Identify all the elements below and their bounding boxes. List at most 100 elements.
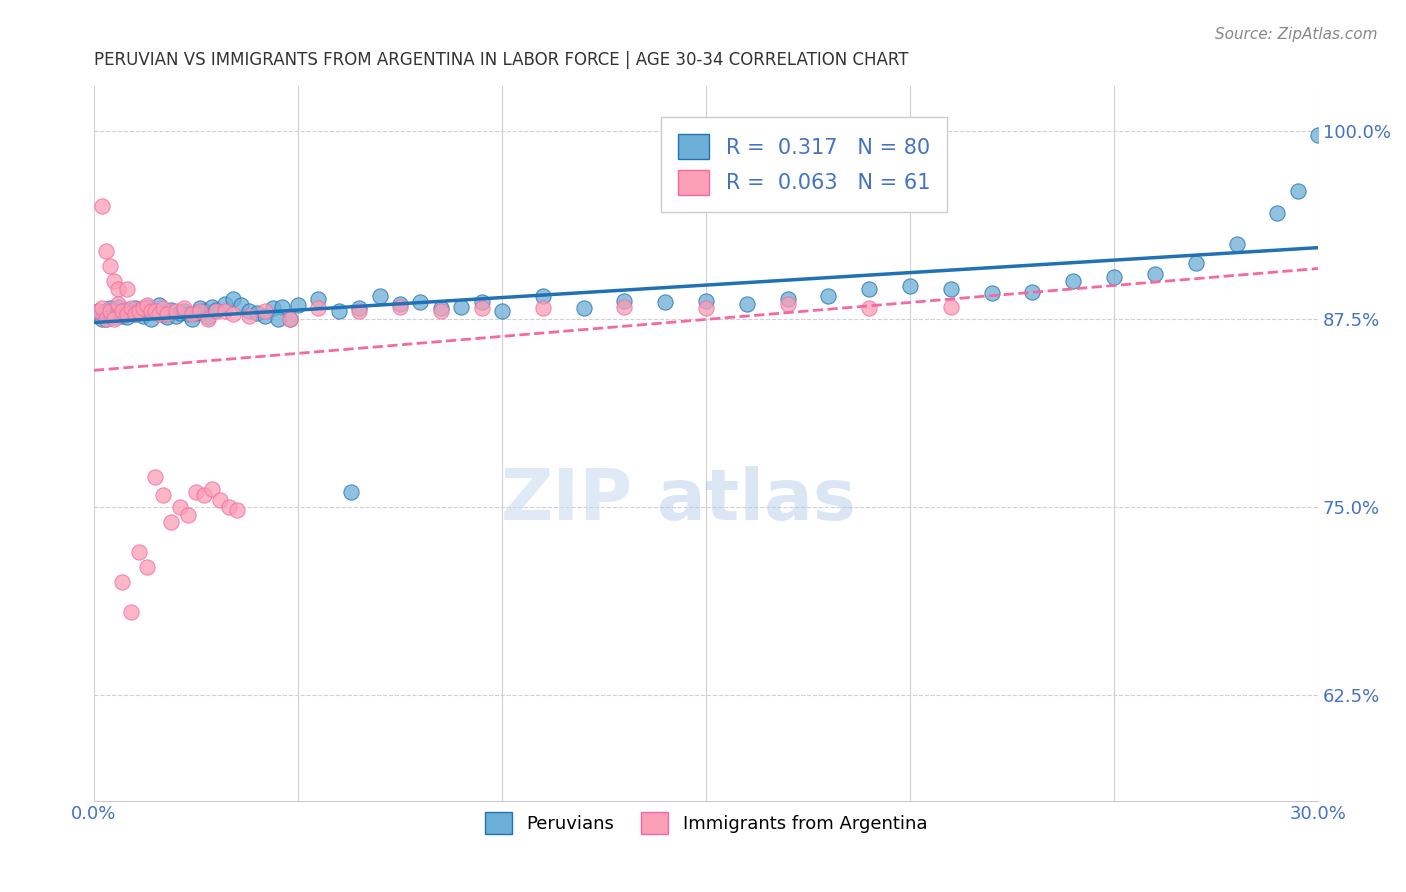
Point [613, 293, 636, 308]
Point [91, 199, 114, 213]
Point [169, 500, 191, 514]
Point [340, 485, 363, 500]
Point [169, 306, 191, 320]
Point [160, 515, 183, 529]
Point [221, 293, 243, 307]
Point [177, 508, 200, 522]
Point [103, 310, 125, 325]
Point [201, 300, 224, 314]
Point [695, 293, 717, 308]
Point [184, 306, 207, 320]
Point [858, 282, 880, 296]
Point [214, 297, 236, 311]
Point [266, 311, 288, 326]
Point [111, 575, 134, 590]
Point [128, 545, 150, 559]
Point [120, 301, 142, 316]
Point [347, 301, 370, 316]
Point [115, 302, 138, 317]
Point [776, 293, 799, 307]
Point [107, 300, 129, 314]
Text: atlas: atlas [657, 466, 856, 535]
Point [96, 311, 118, 326]
Point [254, 304, 277, 318]
Point [1286, 184, 1309, 198]
Point [132, 301, 155, 316]
Point [148, 307, 170, 321]
Point [98, 307, 121, 321]
Point [87, 304, 110, 318]
Point [143, 304, 166, 318]
Point [1265, 206, 1288, 220]
Point [695, 301, 717, 316]
Point [120, 606, 142, 620]
Point [188, 304, 211, 318]
Point [197, 311, 219, 326]
Point [173, 301, 195, 316]
Point [91, 311, 114, 326]
Point [193, 488, 215, 502]
Point [1102, 269, 1125, 284]
Point [115, 310, 138, 325]
Point [1021, 285, 1043, 299]
Point [128, 304, 150, 318]
Point [139, 304, 162, 318]
Point [409, 295, 432, 310]
Point [184, 485, 207, 500]
Point [471, 301, 494, 316]
Point [96, 244, 118, 259]
Point [139, 311, 162, 326]
Point [270, 300, 292, 314]
Point [939, 282, 962, 296]
Point [388, 297, 411, 311]
Point [238, 309, 260, 323]
Point [103, 274, 125, 288]
Point [165, 309, 187, 323]
Point [136, 300, 159, 314]
Point [156, 307, 179, 321]
Point [817, 289, 839, 303]
Point [156, 310, 179, 325]
Point [572, 301, 595, 316]
Point [136, 560, 159, 574]
Point [201, 482, 224, 496]
Point [177, 307, 200, 321]
Point [776, 297, 799, 311]
Point [654, 295, 676, 310]
Point [180, 307, 202, 321]
Point [225, 503, 247, 517]
Point [136, 298, 159, 312]
Point [735, 297, 758, 311]
Point [98, 301, 121, 316]
Point [124, 307, 146, 321]
Text: Source: ZipAtlas.com: Source: ZipAtlas.com [1215, 27, 1378, 42]
Point [197, 310, 219, 325]
Point [858, 301, 880, 316]
Point [188, 301, 211, 316]
Point [278, 311, 301, 326]
Point [450, 300, 472, 314]
Point [152, 307, 174, 321]
Point [132, 309, 155, 323]
Legend: R =  0.317   N = 80, R =  0.063   N = 61: R = 0.317 N = 80, R = 0.063 N = 61 [661, 118, 946, 212]
Point [388, 300, 411, 314]
Point [491, 304, 513, 318]
Point [111, 309, 134, 323]
Point [103, 311, 125, 326]
Point [193, 304, 215, 318]
Point [1308, 128, 1330, 143]
Point [205, 304, 228, 318]
Point [128, 304, 150, 318]
Point [471, 295, 494, 310]
Text: ZIP: ZIP [501, 466, 633, 535]
Point [111, 304, 134, 318]
Point [347, 304, 370, 318]
Point [980, 286, 1002, 301]
Point [107, 306, 129, 320]
Point [430, 301, 453, 316]
Point [115, 282, 138, 296]
Point [531, 301, 554, 316]
Point [1184, 256, 1206, 270]
Point [143, 304, 166, 318]
Point [214, 304, 236, 318]
